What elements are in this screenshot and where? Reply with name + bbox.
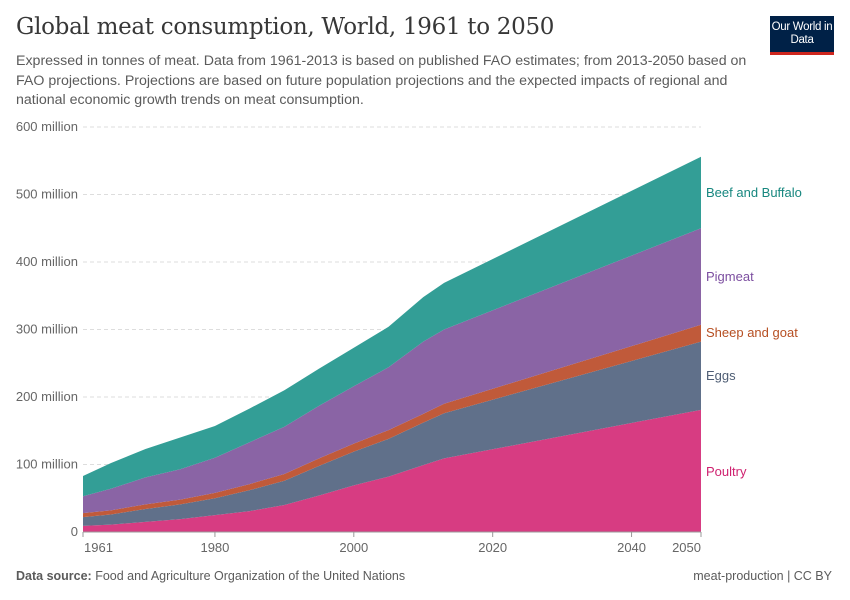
area-eggs[interactable] (83, 341, 701, 526)
chart-title: Global meat consumption, World, 1961 to … (16, 14, 555, 40)
y-tick-label: 300 million (16, 322, 78, 337)
data-source-label: Data source: (16, 569, 92, 583)
x-tick-label: 1980 (200, 540, 229, 555)
x-tick-label: 2050 (672, 540, 701, 555)
x-tick-label: 2020 (478, 540, 507, 555)
license[interactable]: meat-production | CC BY (693, 569, 832, 583)
y-axis: 0 100 million 200 million 300 million 400 mi… (16, 119, 78, 539)
chart-subtitle: Expressed in tonnes of meat. Data from 1… (16, 53, 747, 108)
area-sheep-and-goat[interactable] (83, 324, 701, 518)
series-label: Poultry (706, 464, 747, 479)
series-label: Beef and Buffalo (706, 185, 802, 200)
y-tick-label: 0 (71, 524, 78, 539)
y-tick-label: 500 million (16, 187, 78, 202)
x-axis: 1961 1980 2000 2020 2040 2050 (82, 531, 702, 555)
series-labels: Poultry Eggs Sheep and goat Pigmeat Beef and… (706, 185, 802, 479)
x-tick-label: 1961 (84, 540, 113, 555)
area-pigmeat[interactable] (83, 228, 701, 514)
x-tick-label: 2000 (339, 540, 368, 555)
series-label: Sheep and goat (706, 325, 798, 340)
y-tick-label: 400 million (16, 254, 78, 269)
series-areas (83, 156, 701, 532)
data-source: Data source: Food and Agriculture Organi… (16, 569, 405, 583)
area-poultry[interactable] (83, 409, 701, 532)
series-label: Eggs (706, 368, 736, 383)
y-tick-label: 200 million (16, 389, 78, 404)
owid-logo[interactable]: Our World in Data (770, 16, 834, 55)
data-source-text: Food and Agriculture Organization of the… (95, 569, 406, 583)
y-tick-label: 600 million (16, 119, 78, 134)
area-beef-and-buffalo[interactable] (83, 156, 701, 497)
x-tick-label: 2040 (617, 540, 646, 555)
y-tick-label: 100 million (16, 457, 78, 472)
series-label: Pigmeat (706, 269, 754, 284)
